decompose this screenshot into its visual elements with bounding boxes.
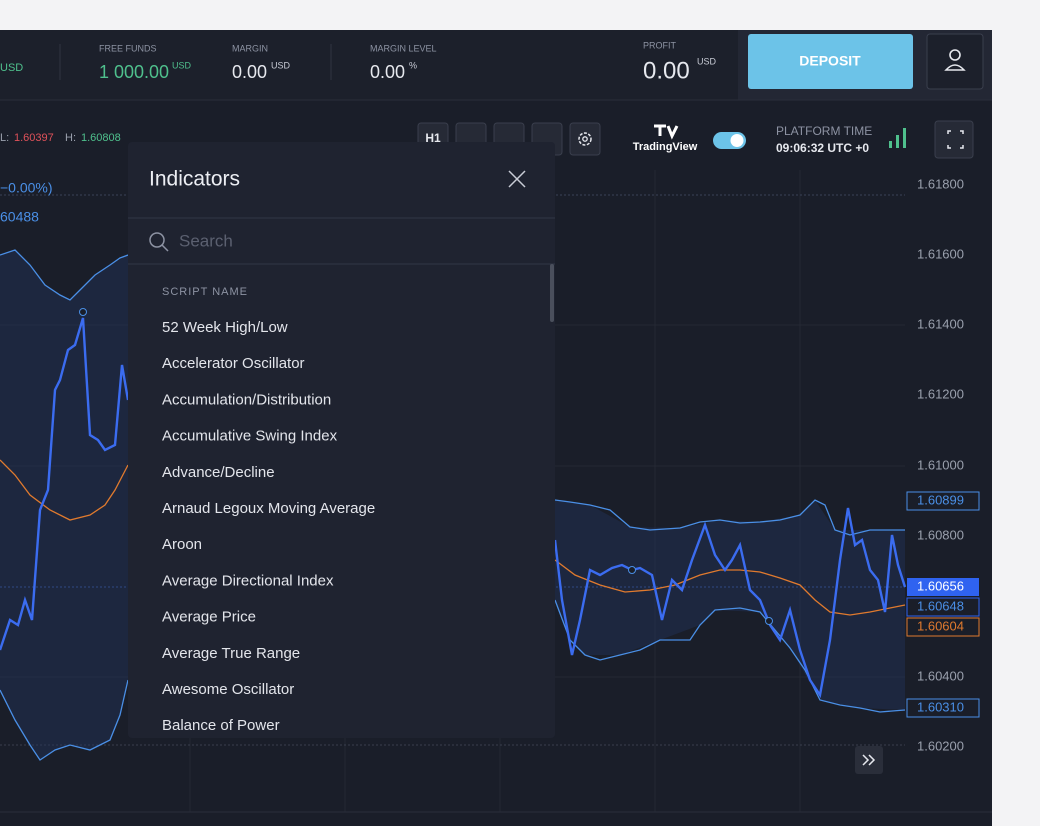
- dialog-title: Indicators: [149, 168, 240, 191]
- band-fill: [0, 250, 128, 760]
- band-fill: [555, 500, 905, 710]
- fullscreen-button[interactable]: [934, 120, 974, 159]
- user-button[interactable]: [926, 33, 984, 90]
- profit-currency: USD: [697, 56, 717, 66]
- margin-value: 0.00: [232, 62, 267, 82]
- price-badge-label: 1.60310: [917, 699, 964, 714]
- price-label: 1.61600: [917, 246, 964, 261]
- profit-value: 0.00: [643, 57, 690, 84]
- tradingview-logo: [654, 124, 679, 140]
- price-badge: [907, 578, 979, 596]
- price-badge-label: 1.60656: [917, 578, 964, 593]
- platform-time: 09:06:32 UTC +0: [776, 141, 869, 155]
- price-label: 1.60200: [917, 738, 964, 753]
- price-label: 1.61200: [917, 386, 964, 401]
- brand: TradingView: [633, 141, 698, 153]
- price-badge-label: 1.60604: [917, 618, 964, 633]
- free-funds-label: FREE FUNDS: [99, 43, 157, 53]
- search-icon: [161, 244, 169, 252]
- price-badge: [906, 698, 980, 718]
- deposit-label[interactable]: DEPOSIT: [799, 53, 861, 69]
- settings-icon: [578, 132, 592, 146]
- indicators-dialog: [128, 142, 555, 738]
- script-item[interactable]: 52 Week High/Low: [162, 319, 288, 336]
- price-label: 1.61800: [917, 176, 964, 191]
- deposit-button[interactable]: [748, 34, 913, 89]
- scrollbar[interactable]: [550, 264, 554, 322]
- script-item[interactable]: Accelerator Oscillator: [162, 355, 305, 372]
- script-item[interactable]: Advance/Decline: [162, 464, 275, 481]
- margin-level-label: MARGIN LEVEL: [370, 43, 437, 53]
- marker: [79, 308, 87, 316]
- toggle-knob: [730, 134, 744, 147]
- settings-icon: [582, 136, 588, 142]
- script-item[interactable]: Aroon: [162, 536, 202, 553]
- price-badge: [906, 617, 980, 637]
- column-header: SCRIPT NAME: [162, 286, 248, 298]
- high-value: 1.60808: [81, 132, 121, 144]
- timeframe[interactable]: H1: [425, 131, 441, 145]
- signal-icon: [889, 128, 906, 148]
- price-label: 1.61400: [917, 316, 964, 331]
- profit-label: PROFIT: [643, 40, 677, 50]
- series: [0, 249, 907, 761]
- script-item[interactable]: Average Directional Index: [162, 572, 334, 589]
- marker: [628, 566, 636, 574]
- last-price: 60488: [0, 209, 39, 225]
- price-label: 1.60800: [917, 527, 964, 542]
- margin-level-value: 0.00: [370, 62, 405, 82]
- marker: [765, 617, 773, 625]
- script-item[interactable]: Awesome Oscillator: [162, 681, 294, 698]
- price-label: 1.61000: [917, 457, 964, 472]
- user-icon: [949, 49, 961, 61]
- low-value: 1.60397: [14, 132, 54, 144]
- script-item[interactable]: Accumulation/Distribution: [162, 391, 331, 408]
- script-list: 52 Week High/Low Accelerator Oscillator Ac…: [162, 319, 375, 734]
- balance-currency: USD: [0, 62, 23, 74]
- settings-button[interactable]: [569, 122, 601, 156]
- user-icon: [944, 64, 966, 71]
- price-label: 1.60400: [917, 668, 964, 683]
- close-button[interactable]: [508, 170, 526, 188]
- search-icon: [149, 232, 165, 248]
- free-funds-currency: USD: [172, 60, 192, 70]
- price-badge-label: 1.60899: [917, 492, 964, 507]
- low-label: L:: [0, 132, 9, 144]
- free-funds-value: 1 000.00: [99, 62, 169, 82]
- margin-level-unit: %: [409, 60, 417, 70]
- script-item[interactable]: Balance of Power: [162, 717, 280, 734]
- script-item[interactable]: Accumulative Swing Index: [162, 428, 338, 445]
- price-badge: [906, 491, 980, 511]
- price-badge: [906, 597, 980, 617]
- margin-label: MARGIN: [232, 43, 268, 53]
- script-item[interactable]: Average Price: [162, 609, 256, 626]
- fullscreen-icon: [947, 130, 964, 149]
- scroll-icon: [862, 754, 876, 766]
- script-item[interactable]: Arnaud Legoux Moving Average: [162, 500, 375, 517]
- script-item[interactable]: Average True Range: [162, 645, 300, 662]
- change: −0.00%): [0, 180, 53, 196]
- platform-time-label: PLATFORM TIME: [776, 124, 872, 138]
- margin-currency: USD: [271, 60, 291, 70]
- search-input[interactable]: Search: [179, 231, 233, 250]
- price-badge-label: 1.60648: [917, 598, 964, 613]
- high-label: H:: [65, 132, 76, 144]
